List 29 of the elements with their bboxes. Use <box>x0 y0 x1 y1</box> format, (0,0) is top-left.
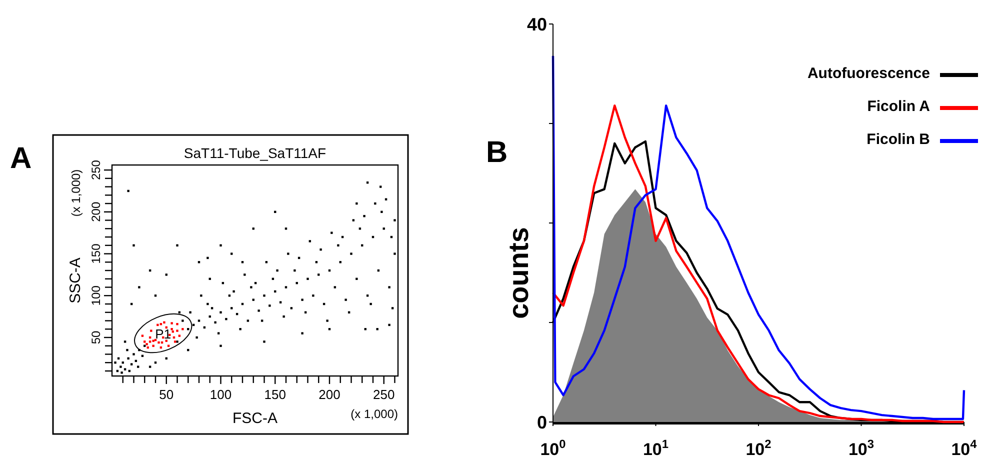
x-tick-label: 10$^{1}$ <box>642 437 669 459</box>
y-tick-label: 200 <box>89 202 103 222</box>
legend-label: Ficolin A <box>867 98 930 115</box>
y-tick-label: 250 <box>89 160 103 180</box>
x-tick-label: 150 <box>264 387 286 402</box>
x-tick-label: 250 <box>373 387 395 402</box>
text: A <box>10 142 32 175</box>
y-tick-label: 50 <box>89 330 103 344</box>
annotation: P1 <box>155 326 172 342</box>
legend-label: Ficolin B <box>866 131 930 148</box>
text: (x 1,000) <box>350 407 398 421</box>
x-tick-label: 100 <box>210 387 232 402</box>
chart-title: SaT11-Tube_SaT11AF <box>184 145 326 161</box>
x-tick-label: 10$^{3}$ <box>848 437 874 459</box>
x-tick-label: 50 <box>159 387 174 402</box>
x-tick-label: 200 <box>318 387 340 402</box>
x-axis-title: FSC-A <box>232 410 278 427</box>
y-axis-title: counts <box>503 227 534 319</box>
x-tick-label: 10$^{0}$ <box>540 437 566 459</box>
y-tick-label: 40 <box>526 14 547 34</box>
x-tick-label: 10$^{4}$ <box>951 437 978 459</box>
y-tick-label: 100 <box>89 285 103 306</box>
text: (x 1,000) <box>69 169 83 217</box>
x-tick-label: 10$^{2}$ <box>746 437 772 459</box>
text: B <box>486 136 508 169</box>
legend-label: Autofuorescence <box>807 65 930 82</box>
y-tick-label: 150 <box>89 243 103 264</box>
y-tick-label: 0 <box>536 412 547 432</box>
y-axis-title: SSC-A <box>67 258 84 304</box>
